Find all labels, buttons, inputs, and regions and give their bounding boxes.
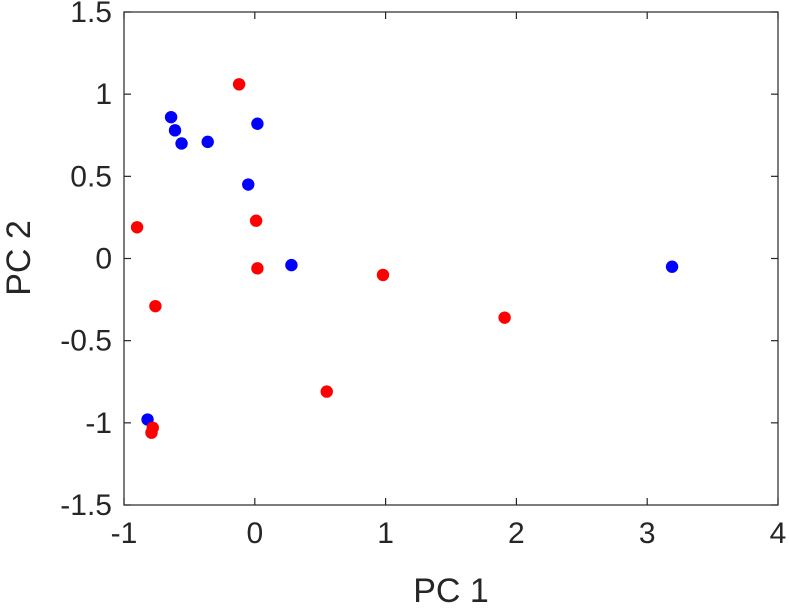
- blue-data-point: [242, 178, 255, 191]
- y-tick-label: 0: [95, 243, 112, 276]
- y-tick-label: 0.5: [70, 160, 112, 193]
- red-data-point: [232, 78, 246, 91]
- y-tick-label: -1.5: [60, 489, 112, 522]
- x-tick-label: 0: [246, 517, 263, 550]
- y-tick-label: 1.5: [70, 0, 112, 29]
- x-axis-label: PC 1: [413, 572, 489, 609]
- data-points: [130, 78, 679, 439]
- red-data-point: [145, 426, 158, 439]
- y-axis-label: PC 2: [0, 220, 38, 296]
- blue-data-point: [285, 258, 298, 272]
- plot-frame: [123, 11, 779, 506]
- red-data-point: [149, 299, 162, 313]
- red-data-point: [249, 214, 263, 227]
- x-axis-tick-labels: -1 0 1 2 3 4: [111, 517, 787, 550]
- red-data-point: [251, 262, 264, 275]
- y-axis-ticks: [124, 11, 778, 506]
- red-data-point: [320, 385, 333, 398]
- red-data-point: [498, 311, 511, 324]
- x-tick-label: 2: [508, 517, 525, 550]
- y-tick-label: 1: [95, 78, 112, 111]
- x-tick-label: 4: [770, 517, 787, 550]
- blue-data-point: [164, 110, 178, 124]
- red-data-point: [130, 221, 144, 234]
- y-tick-label: -0.5: [60, 325, 112, 358]
- y-axis-tick-labels: 1.5 1 0.5 0 -0.5 -1 -1.5: [60, 0, 112, 522]
- blue-data-point: [175, 137, 188, 150]
- blue-data-point: [665, 260, 679, 273]
- x-tick-label: -1: [111, 517, 138, 550]
- blue-data-point: [168, 124, 182, 137]
- x-axis-ticks: [123, 12, 779, 505]
- x-tick-label: 3: [639, 517, 656, 550]
- blue-data-point: [251, 117, 264, 130]
- red-data-point: [376, 268, 390, 282]
- plot-area: [123, 11, 779, 506]
- y-tick-label: -1: [85, 407, 112, 440]
- x-tick-label: 1: [377, 517, 394, 550]
- blue-data-point: [201, 135, 214, 149]
